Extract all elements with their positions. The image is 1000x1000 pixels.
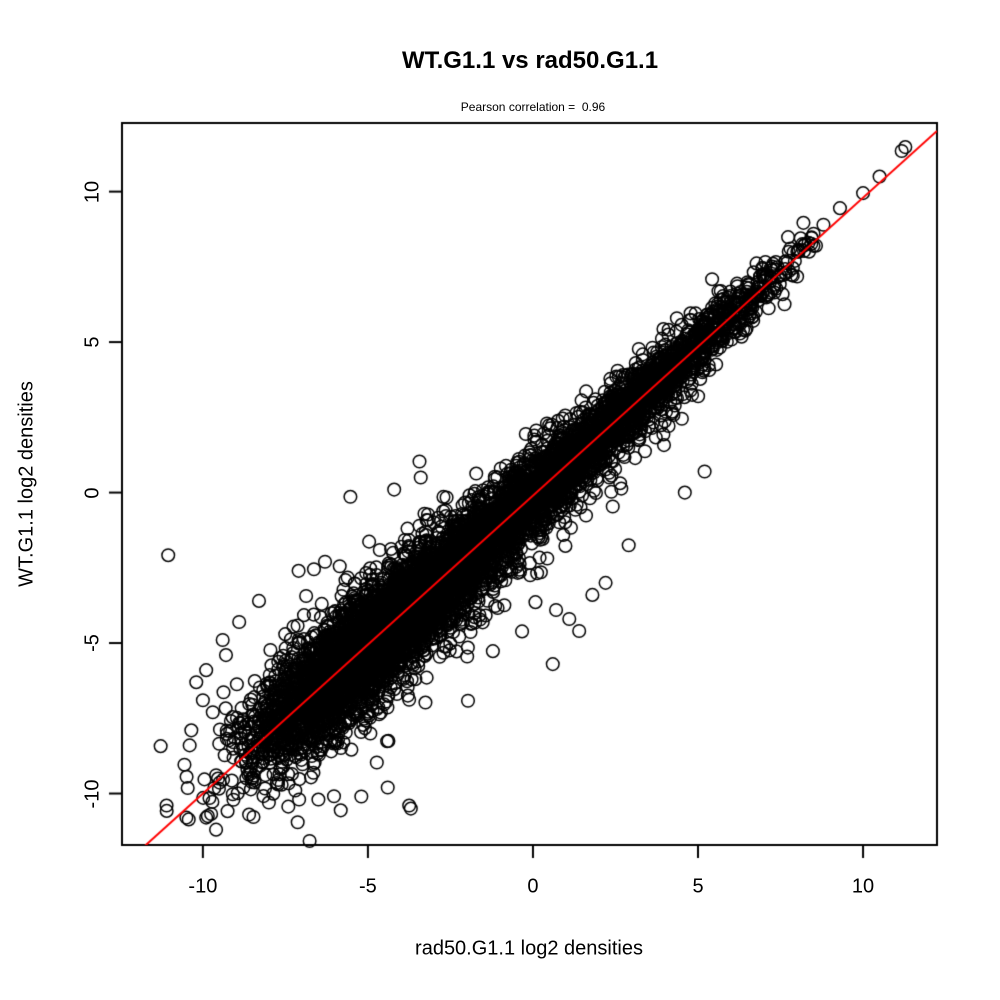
y-tick-label: -5 bbox=[81, 634, 104, 652]
y-tick-label: 10 bbox=[81, 180, 104, 203]
chart-title: WT.G1.1 vs rad50.G1.1 bbox=[401, 47, 659, 74]
x-tick-label: 10 bbox=[851, 875, 875, 898]
x-tick-label: -10 bbox=[188, 875, 218, 898]
x-tick-label: -5 bbox=[359, 875, 377, 898]
y-tick-label: 5 bbox=[81, 336, 104, 348]
y-axis-label: WT.G1.1 log2 densities bbox=[15, 381, 38, 587]
x-tick-label: 0 bbox=[527, 875, 539, 898]
y-tick-label: 0 bbox=[81, 487, 104, 499]
x-tick-label: 5 bbox=[692, 875, 704, 898]
x-axis-label: rad50.G1.1 log2 densities bbox=[415, 937, 643, 960]
y-tick-label: -10 bbox=[81, 779, 104, 808]
pearson-correlation-annotation: Pearson correlation = 0.96 bbox=[460, 100, 606, 114]
